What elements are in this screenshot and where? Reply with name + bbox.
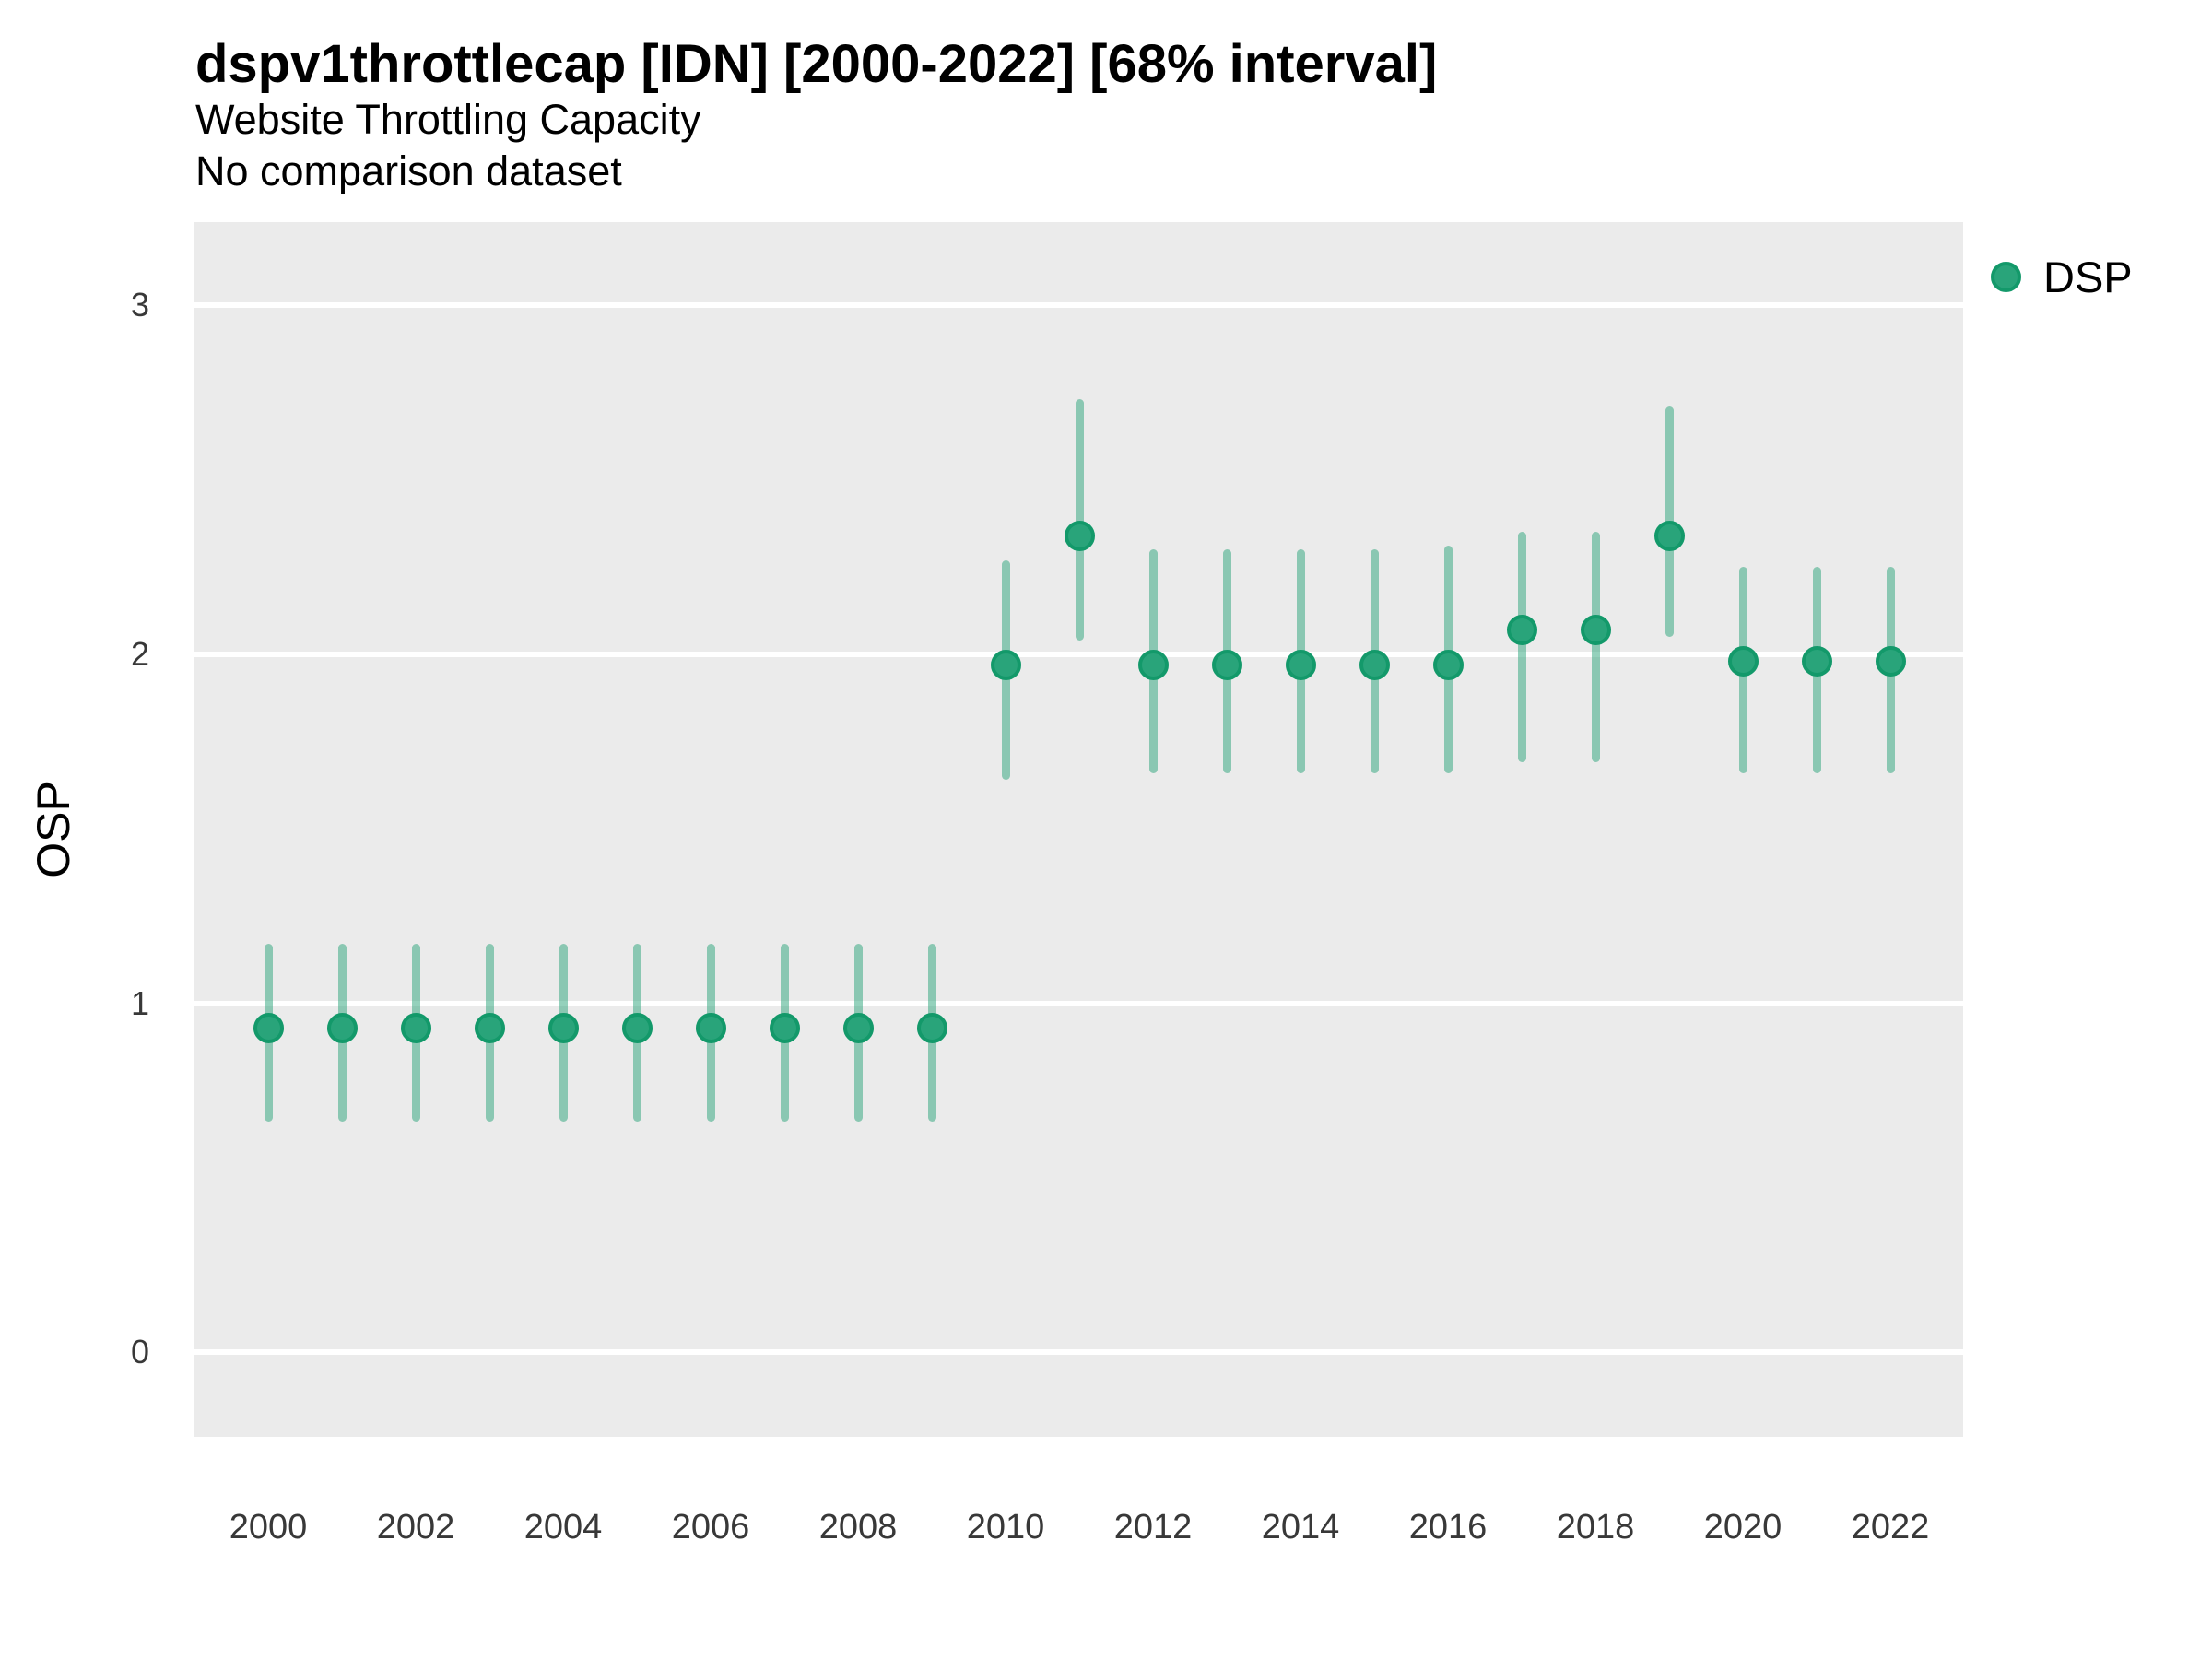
- legend-label-dsp: DSP: [2043, 252, 2133, 301]
- gridline-y-3: [194, 302, 1963, 308]
- y-tick-label-3: 3: [130, 286, 149, 324]
- data-point-2000: [253, 1012, 284, 1043]
- chart-note: No comparison dataset: [195, 147, 622, 194]
- legend-circle-icon: [1991, 261, 2021, 292]
- data-point-2002: [400, 1012, 431, 1043]
- data-point-2014: [1285, 649, 1316, 680]
- data-point-2009: [916, 1012, 947, 1043]
- legend: DSP: [1991, 247, 2133, 306]
- x-tick-label-2012: 2012: [1113, 1508, 1193, 1547]
- x-tick-label-2014: 2014: [1261, 1508, 1340, 1547]
- data-point-2005: [621, 1012, 653, 1043]
- data-point-2022: [1875, 645, 1906, 677]
- x-tick-label-2010: 2010: [966, 1508, 1045, 1547]
- x-tick-label-2002: 2002: [376, 1508, 455, 1547]
- data-point-2001: [326, 1012, 358, 1043]
- x-tick-label-2008: 2008: [818, 1508, 898, 1547]
- data-point-2018: [1580, 614, 1611, 645]
- x-tick-label-2004: 2004: [524, 1508, 603, 1547]
- interval-bar-2017: [1517, 532, 1526, 763]
- y-tick-label-1: 1: [130, 983, 149, 1022]
- interval-bar-2011: [1075, 399, 1084, 641]
- data-point-2008: [842, 1012, 874, 1043]
- interval-bar-2018: [1591, 532, 1600, 763]
- x-tick-label-2022: 2022: [1851, 1508, 1930, 1547]
- plot-panel: [194, 222, 1963, 1437]
- data-point-2012: [1137, 649, 1169, 680]
- x-tick-label-2018: 2018: [1556, 1508, 1635, 1547]
- data-point-2004: [547, 1012, 579, 1043]
- data-point-2020: [1727, 645, 1759, 677]
- y-tick-label-2: 2: [130, 634, 149, 673]
- data-point-2021: [1801, 645, 1832, 677]
- x-tick-label-2020: 2020: [1703, 1508, 1783, 1547]
- data-point-2019: [1653, 520, 1685, 551]
- x-tick-label-2000: 2000: [229, 1508, 308, 1547]
- chart-subtitle: Website Throttling Capacity: [195, 96, 701, 143]
- x-tick-label-2016: 2016: [1408, 1508, 1488, 1547]
- data-point-2003: [474, 1012, 505, 1043]
- gridline-y-1: [194, 1000, 1963, 1006]
- gridline-y-0: [194, 1349, 1963, 1356]
- data-point-2006: [695, 1012, 726, 1043]
- data-point-2016: [1432, 649, 1464, 680]
- data-point-2010: [990, 649, 1021, 680]
- x-tick-label-2006: 2006: [671, 1508, 750, 1547]
- data-point-2017: [1506, 614, 1537, 645]
- y-axis-title: OSP: [28, 781, 79, 878]
- data-point-2015: [1359, 649, 1390, 680]
- gridline-y-2: [194, 651, 1963, 657]
- data-point-2011: [1064, 520, 1095, 551]
- data-point-2013: [1211, 649, 1242, 680]
- data-point-2007: [769, 1012, 800, 1043]
- chart-title: dspv1throttlecap [IDN] [2000-2022] [68% …: [195, 34, 1438, 94]
- y-tick-label-0: 0: [130, 1333, 149, 1371]
